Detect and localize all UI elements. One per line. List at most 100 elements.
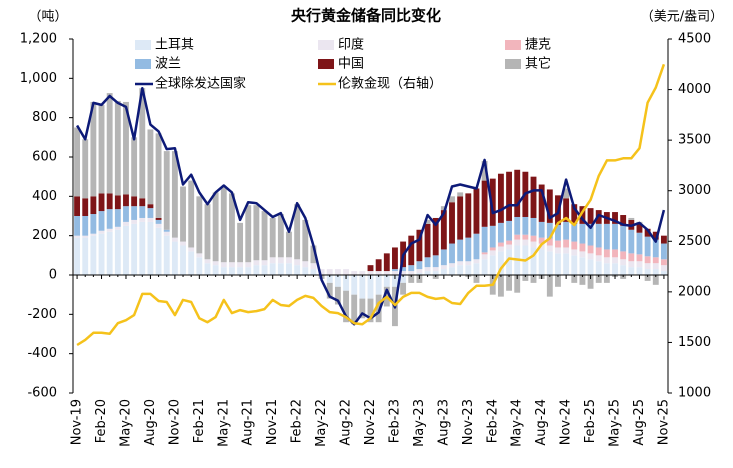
x-tick-label: Nov-22: [363, 399, 378, 445]
bar-segment: [660, 259, 667, 266]
bar-segment: [473, 275, 480, 283]
bar-segment: [628, 261, 635, 268]
y2-tick-label: 3500: [678, 133, 711, 148]
bar-segment: [457, 265, 464, 275]
bar-segment: [571, 255, 578, 275]
bar-segment: [139, 221, 146, 275]
bar-segment: [123, 221, 129, 226]
bar-segment: [555, 253, 561, 275]
legend-label: 中国: [338, 57, 364, 72]
bar-segment: [514, 216, 521, 235]
bar-segment: [82, 139, 89, 199]
bar-segment: [375, 275, 382, 295]
bar-segment: [131, 196, 138, 207]
bar-segment: [147, 217, 154, 222]
bar-segment: [334, 269, 341, 275]
bar-segment: [473, 188, 480, 234]
bar-segment: [579, 275, 586, 285]
bar-segment: [440, 265, 447, 270]
bar-segment: [587, 208, 594, 224]
bar-segment: [326, 269, 333, 275]
bar-segment: [595, 261, 602, 275]
bar-segment: [465, 265, 472, 275]
bar-segment: [652, 275, 659, 285]
bar-segment: [465, 261, 472, 266]
bar-segment: [506, 244, 512, 250]
bar-segment: [440, 210, 447, 250]
x-tick-label: Feb-25: [583, 399, 598, 443]
y2-tick-label: 2500: [678, 234, 711, 249]
bar-segment: [644, 256, 651, 264]
bar-segment: [237, 222, 244, 263]
bar-segment: [603, 257, 610, 264]
bar-segment: [416, 269, 423, 274]
bar-segment: [98, 230, 105, 234]
bar-segment: [253, 265, 260, 275]
bar-segment: [481, 254, 488, 260]
bar-segment: [147, 204, 154, 209]
y-tick-label: 400: [32, 189, 57, 204]
x-tick-label: Nov-24: [559, 399, 574, 445]
bar-segment: [408, 265, 415, 272]
bar-segment: [571, 204, 578, 224]
bar-segment: [595, 223, 602, 248]
bar-segment: [147, 221, 154, 275]
bar-segment: [660, 243, 667, 260]
bar-segment: [652, 231, 659, 240]
bar-segment: [579, 251, 586, 258]
bar-segment: [351, 294, 358, 325]
bar-segment: [636, 261, 643, 268]
bar-segment: [310, 269, 317, 275]
x-tick-label: Feb-21: [192, 399, 207, 443]
x-tick-label: May-24: [510, 399, 525, 447]
bar-segment: [563, 239, 570, 248]
bar-segment: [123, 194, 129, 207]
bar-segment: [123, 225, 129, 275]
bar-segment: [204, 204, 211, 260]
bar-segment: [196, 196, 203, 254]
bar-segment: [514, 234, 521, 240]
bar-segment: [660, 235, 667, 244]
bar-segment: [180, 241, 186, 246]
bar-segment: [106, 93, 113, 194]
bar-segment: [603, 275, 610, 283]
bar-segment: [106, 209, 113, 229]
bar-segment: [367, 298, 374, 323]
y-unit: （吨）: [28, 10, 67, 25]
bar-segment: [449, 202, 455, 244]
bar-segment: [90, 235, 97, 275]
bar-segment: [163, 229, 170, 232]
x-tick-label: Feb-20: [94, 399, 109, 443]
bar-segment: [131, 137, 138, 197]
bar-segment: [171, 237, 178, 242]
bar-segment: [286, 257, 292, 264]
bar-segment: [595, 255, 602, 262]
bar-segment: [424, 223, 431, 258]
bar-segment: [432, 267, 439, 272]
bar-segment: [74, 196, 81, 216]
bar-segment: [530, 247, 537, 275]
bar-segment: [82, 235, 89, 238]
bar-segment: [90, 214, 97, 234]
bar-segment: [579, 206, 586, 224]
bar-segment: [302, 261, 309, 268]
bar-segment: [457, 192, 464, 197]
bar-segment: [587, 275, 594, 289]
x-tick-label: Nov-19: [70, 399, 85, 445]
y-tick-label: 600: [32, 150, 57, 165]
bar-segment: [449, 267, 455, 275]
bar-segment: [563, 253, 570, 275]
bar-segment: [367, 265, 374, 272]
bar-segment: [652, 263, 659, 270]
legend-label: 印度: [338, 37, 364, 53]
bar-segment: [74, 216, 81, 236]
bar-segment: [114, 226, 121, 230]
bar-segment: [351, 271, 358, 275]
bar-segment: [82, 198, 89, 216]
bar-segment: [571, 275, 578, 283]
bar-segment: [473, 233, 480, 260]
bar-segment: [326, 282, 333, 299]
bar-segment: [261, 211, 268, 261]
bar-segment: [514, 169, 521, 217]
bar-segment: [555, 247, 561, 254]
